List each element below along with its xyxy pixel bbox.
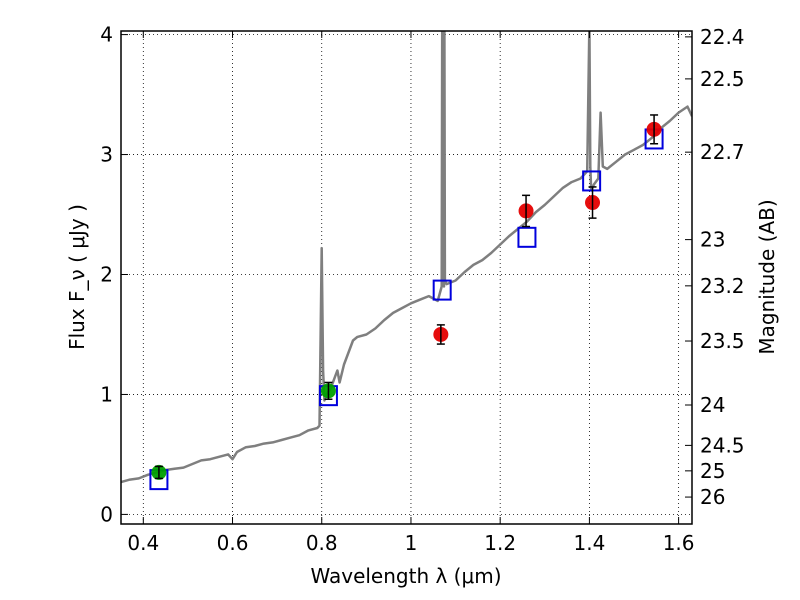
model-photometry-square (517, 226, 537, 248)
y-tick-label: 2 (100, 263, 113, 287)
magnitude-tick-label: 22.7 (700, 140, 745, 164)
x-axis-title: Wavelength λ (μm) (310, 564, 501, 588)
model-photometry-square (432, 279, 452, 301)
magnitude-tick-label: 24.5 (700, 433, 745, 457)
magnitude-tick-label: 23 (700, 228, 725, 252)
y-tick-label: 3 (100, 143, 113, 167)
magnitude-tick-label: 23.5 (700, 329, 745, 353)
y-tick-label: 1 (100, 382, 113, 406)
plot-data (121, 31, 692, 491)
x-tick-label: 1.2 (484, 531, 516, 555)
x-tick-label: 1.6 (663, 531, 695, 555)
error-bars (154, 114, 659, 480)
model-photometry-squares (149, 128, 664, 491)
magnitude-tick-label: 22.4 (700, 25, 745, 49)
x-tick-label: 0.6 (217, 531, 249, 555)
x-tick-label: 1.4 (573, 531, 605, 555)
right-axis-title: Magnitude (AB) (755, 199, 779, 354)
x-tick-label: 0.4 (127, 531, 159, 555)
x-tick-label: 0.8 (306, 531, 338, 555)
y-tick-label: 0 (100, 502, 113, 526)
magnitude-tick-label: 25 (700, 459, 725, 483)
grid-lines (121, 31, 692, 524)
magnitude-tick-label: 23.2 (700, 274, 745, 298)
y-tick-label: 4 (100, 23, 113, 47)
y-axis-title: Flux F_ν ( μJy ) (65, 204, 89, 350)
x-tick-label: 1 (405, 531, 418, 555)
observed-photometry-points (151, 121, 662, 480)
model-spectrum-line (121, 31, 692, 484)
magnitude-tick-label: 22.5 (700, 67, 745, 91)
plot-frame (120, 30, 693, 525)
magnitude-tick-label: 26 (700, 485, 725, 509)
magnitude-tick-label: 24 (700, 393, 725, 417)
model-photometry-square (582, 170, 602, 192)
